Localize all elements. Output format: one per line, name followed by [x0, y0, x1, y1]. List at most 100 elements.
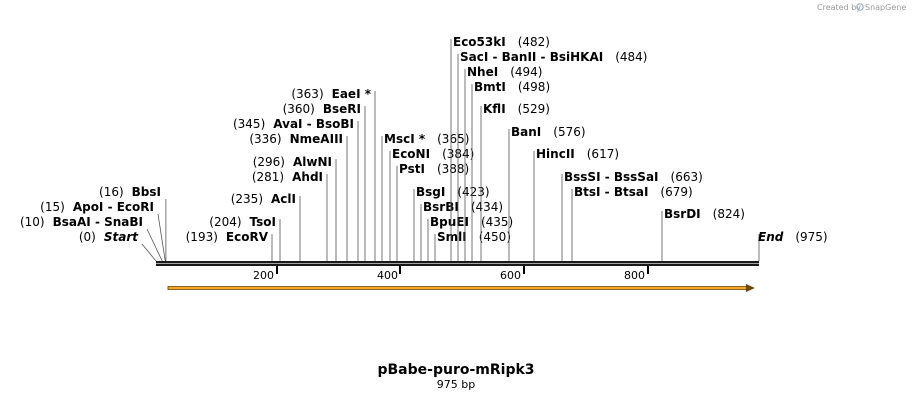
site-position: (15) — [40, 200, 65, 214]
restriction-sites: Start (0)BsaAI - SnaBI (10) ApoI - EcoRI (15… — [20, 35, 828, 262]
plasmid-size: 975 bp — [437, 378, 475, 391]
site-position: (498) — [518, 80, 550, 94]
site-position: (10) — [20, 215, 45, 229]
restriction-site[interactable]: BpuEI (435) — [427, 215, 513, 261]
restriction-site[interactable]: BbsI (16) — [99, 185, 167, 261]
scale-tick-label: 200 — [253, 269, 274, 282]
sequence-backbone-highlight — [156, 263, 759, 264]
site-name: AlwNI — [293, 155, 332, 169]
site-name: BanI — [511, 125, 541, 139]
site-name: NmeAIII — [290, 132, 343, 146]
scale-tick-label: 400 — [377, 269, 398, 282]
plasmid-name: pBabe-puro-mRipk3 — [377, 362, 534, 378]
site-position: (281) — [252, 170, 284, 184]
site-position: (365) — [437, 132, 469, 146]
restriction-site[interactable]: SacI - BanII - BsiHKAI (484) — [457, 50, 647, 261]
restriction-site[interactable]: HincII (617) — [533, 147, 619, 261]
site-position: (0) — [79, 230, 96, 244]
site-position: (450) — [479, 230, 511, 244]
feature-arrow[interactable] — [167, 284, 755, 292]
site-name: BmtI — [474, 80, 506, 94]
restriction-site[interactable]: AlwNI (296) — [253, 155, 337, 261]
site-position: (679) — [660, 185, 692, 199]
site-position: (423) — [457, 185, 489, 199]
site-name: PstI — [399, 162, 425, 176]
created-by-text: Created by — [817, 3, 861, 12]
site-position: (16) — [99, 185, 124, 199]
site-position: (434) — [471, 200, 503, 214]
site-name: AhdI — [292, 170, 323, 184]
restriction-site[interactable]: AclI (235) — [231, 192, 301, 261]
site-position: (345) — [233, 117, 265, 131]
restriction-site[interactable]: MscI * (365) — [381, 132, 469, 261]
restriction-site[interactable]: SmlI (450) — [434, 230, 511, 261]
site-name: ApoI - EcoRI — [73, 200, 154, 214]
site-position: (388) — [437, 162, 469, 176]
restriction-site[interactable]: KflI (529) — [480, 102, 550, 261]
site-position: (576) — [553, 125, 585, 139]
restriction-site[interactable]: NheI (494) — [464, 65, 542, 261]
restriction-site[interactable]: EcoRV (193) — [186, 230, 273, 261]
site-name: SacI - BanII - BsiHKAI — [460, 50, 603, 64]
scale-tick-label: 600 — [500, 269, 521, 282]
site-position: (336) — [249, 132, 281, 146]
scale-tick-label: 800 — [624, 269, 645, 282]
site-position: (296) — [253, 155, 285, 169]
restriction-site[interactable]: PstI (388) — [396, 162, 469, 261]
snapgene-logo-icon — [856, 3, 864, 11]
site-position: (482) — [518, 35, 550, 49]
restriction-site[interactable]: AhdI (281) — [252, 170, 328, 261]
restriction-site[interactable]: BssSI - BssSaI (663) — [561, 170, 703, 261]
site-name: EcoRV — [226, 230, 269, 244]
site-name: KflI — [483, 102, 506, 116]
site-name: BsrDI — [664, 207, 701, 221]
site-name: AclI — [271, 192, 296, 206]
restriction-site[interactable]: AvaI - BsoBI (345) — [233, 117, 359, 261]
site-name: Eco53kI — [453, 35, 506, 49]
site-name: HincII — [536, 147, 575, 161]
site-position: (494) — [510, 65, 542, 79]
restriction-site[interactable]: BseRI (360) — [283, 102, 366, 261]
site-position: (484) — [615, 50, 647, 64]
restriction-site[interactable]: ApoI - EcoRI (15) — [40, 200, 166, 262]
restriction-site[interactable]: BsrDI (824) — [661, 207, 745, 261]
site-name: BtsI - BtsaI — [574, 185, 648, 199]
site-position: (204) — [209, 215, 241, 229]
restriction-site[interactable]: TsoI (204) — [209, 215, 281, 261]
site-leader-line — [146, 228, 163, 262]
site-position: (663) — [671, 170, 703, 184]
site-name: Start — [104, 230, 139, 244]
site-name: BsgI — [416, 185, 445, 199]
site-position: (363) — [291, 87, 323, 101]
site-position: (435) — [481, 215, 513, 229]
restriction-site[interactable]: BtsI - BtsaI (679) — [571, 185, 693, 261]
site-position: (975) — [795, 230, 827, 244]
site-name: End — [758, 230, 784, 244]
restriction-site[interactable]: NmeAIII (336) — [249, 132, 348, 261]
site-name: TsoI — [250, 215, 276, 229]
scale-ticks: 200 400 600 800 — [253, 266, 649, 282]
site-position: (235) — [231, 192, 263, 206]
site-name: BsrBI — [423, 200, 459, 214]
site-name: AvaI - BsoBI — [273, 117, 354, 131]
site-name: EaeI * — [332, 87, 372, 101]
restriction-site[interactable]: BsaAI - SnaBI (10) — [20, 215, 163, 262]
site-name: EcoNI — [392, 147, 430, 161]
snapgene-brand-text: SnapGene — [865, 3, 906, 12]
site-position: (617) — [587, 147, 619, 161]
restriction-site[interactable]: Eco53kI (482) — [450, 35, 550, 261]
site-position: (193) — [186, 230, 218, 244]
restriction-site[interactable]: End (975) — [758, 230, 828, 261]
site-position: (529) — [518, 102, 550, 116]
site-name: NheI — [467, 65, 498, 79]
site-name: BsaAI - SnaBI — [53, 215, 143, 229]
restriction-site[interactable]: BmtI (498) — [471, 80, 550, 261]
site-name: BbsI — [132, 185, 161, 199]
site-name: BpuEI — [430, 215, 469, 229]
restriction-site[interactable]: BsrBI (434) — [420, 200, 503, 261]
restriction-site[interactable]: BsgI (423) — [413, 185, 490, 261]
restriction-site[interactable]: BanI (576) — [508, 125, 586, 261]
restriction-site[interactable]: EaeI * (363) — [291, 87, 376, 261]
restriction-site[interactable]: Start (0) — [79, 230, 157, 262]
